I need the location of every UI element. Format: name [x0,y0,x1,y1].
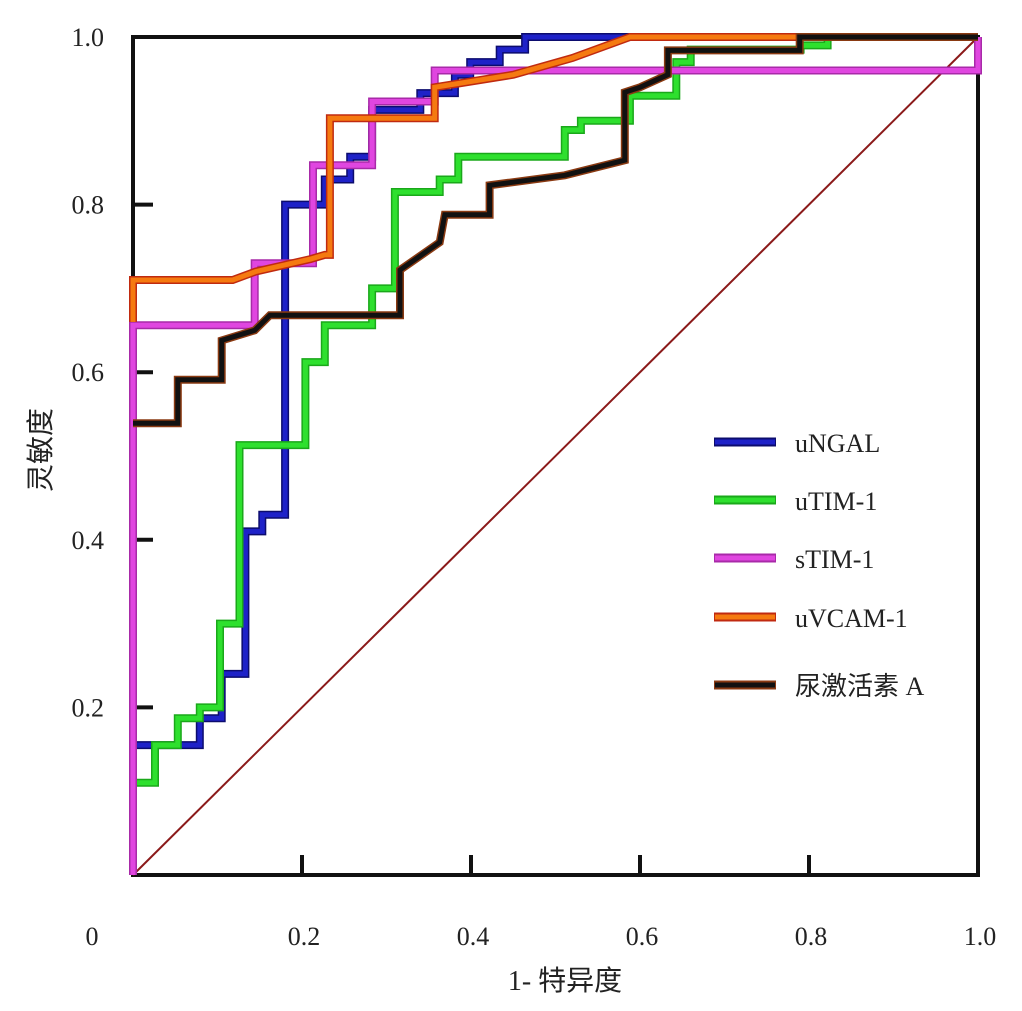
x-tick-label: 0.2 [288,922,321,951]
series-outline [133,33,978,428]
series-line [133,34,978,426]
legend-item: uTIM-1 [714,487,877,516]
legend-label: sTIM-1 [795,545,874,574]
y-tick-label: 0.4 [72,526,105,555]
series-4-curve [129,33,978,322]
reference-diagonal-line [132,36,979,876]
x-axis-label: 1- 特异度 [508,965,622,997]
legend-label: uNGAL [795,429,880,458]
legend: uNGAL uTIM-1 sTIM-1 uVCAM-1 尿激活素 A [714,429,925,701]
y-axis-label: 灵敏度 [25,408,57,492]
x-tick-label: 1.0 [964,922,997,951]
x-tick-label: 0.8 [795,922,828,951]
y-tick-label: 0.6 [72,358,105,387]
series-2-curve [133,33,978,787]
legend-label: 尿激活素 A [795,672,925,701]
legend-item: sTIM-1 [714,545,874,574]
x-tick-label: 0.6 [626,922,659,951]
series-outline [133,33,978,750]
legend-item: 尿激活素 A [714,672,925,701]
series-outline [133,33,978,787]
y-tick-label: 0.2 [72,693,105,722]
series-line [130,34,978,322]
legend-item: uNGAL [714,429,880,458]
origin-label: 0 [86,922,99,951]
y-tick-label: 0.8 [72,191,105,220]
legend-item: uVCAM-1 [714,604,908,633]
series-1-curve [133,33,978,750]
x-tick-label: 0.4 [457,922,490,951]
legend-label: uTIM-1 [795,487,877,516]
series-5-curve [133,33,978,428]
series-line [133,34,978,748]
series-line [133,34,978,786]
y-tick-label: 1.0 [72,23,105,52]
legend-label: uVCAM-1 [795,604,908,633]
